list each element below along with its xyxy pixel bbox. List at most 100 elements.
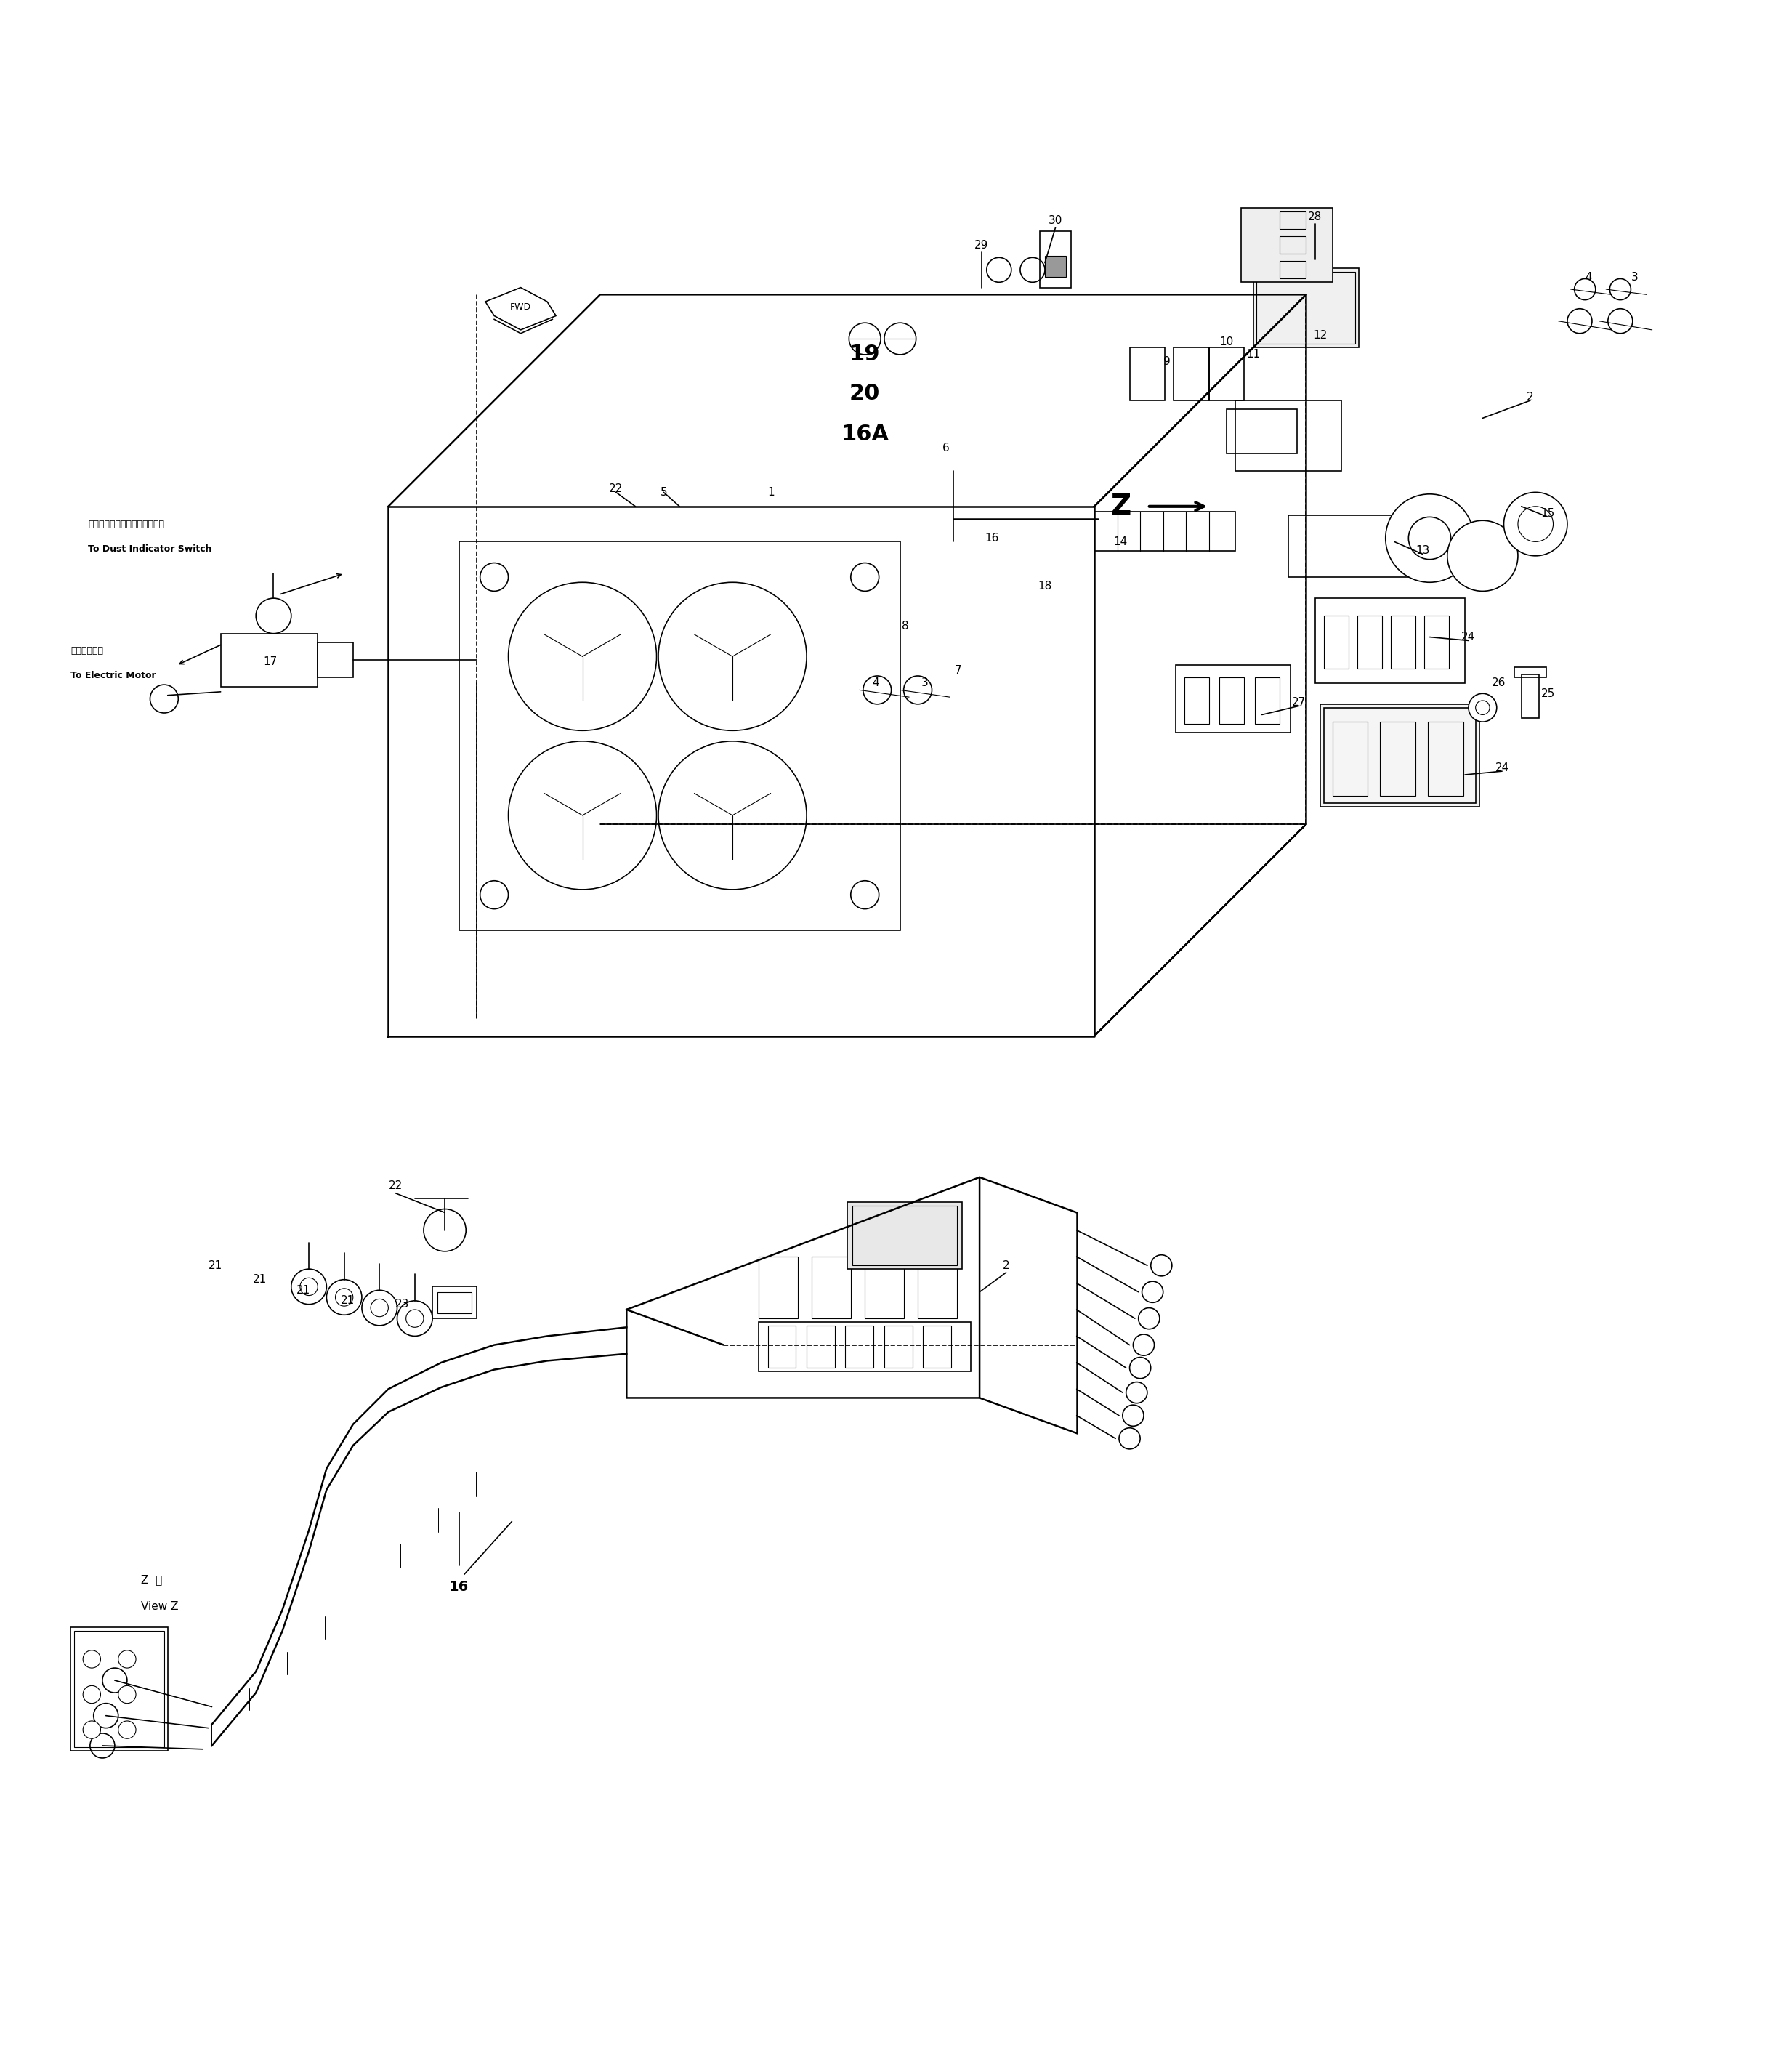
- Text: 16A: 16A: [840, 423, 890, 445]
- Text: 21: 21: [341, 1295, 355, 1305]
- Text: 2: 2: [1527, 392, 1534, 402]
- Bar: [1040, 230, 1071, 288]
- Bar: [807, 1326, 835, 1368]
- Bar: [438, 1293, 471, 1314]
- Circle shape: [94, 1703, 118, 1728]
- Bar: [71, 1627, 168, 1751]
- Text: 16: 16: [985, 533, 999, 543]
- Circle shape: [1123, 1405, 1144, 1426]
- Bar: [1357, 615, 1382, 669]
- Text: 15: 15: [1541, 508, 1555, 518]
- Bar: [1380, 721, 1416, 796]
- Text: 26: 26: [1491, 678, 1506, 688]
- Bar: [1333, 721, 1368, 796]
- Bar: [1324, 709, 1476, 804]
- Bar: [432, 1287, 477, 1318]
- Circle shape: [397, 1301, 432, 1336]
- Text: 14: 14: [1114, 537, 1128, 547]
- Bar: [768, 1326, 796, 1368]
- Text: 24: 24: [1461, 632, 1476, 642]
- Bar: [1424, 615, 1449, 669]
- Circle shape: [1504, 493, 1567, 555]
- Circle shape: [102, 1668, 127, 1693]
- Circle shape: [1608, 309, 1633, 334]
- Text: 21: 21: [252, 1274, 267, 1285]
- Circle shape: [406, 1310, 424, 1328]
- Circle shape: [849, 323, 881, 354]
- Circle shape: [1574, 278, 1596, 300]
- Circle shape: [1138, 1307, 1160, 1328]
- Circle shape: [1476, 700, 1490, 715]
- Circle shape: [1126, 1382, 1147, 1403]
- Text: 電動モータへ: 電動モータへ: [71, 646, 104, 657]
- Circle shape: [362, 1291, 397, 1326]
- Circle shape: [83, 1687, 101, 1703]
- Text: 19: 19: [849, 344, 881, 365]
- Text: 20: 20: [849, 383, 881, 404]
- Bar: [759, 1256, 798, 1318]
- Text: 3: 3: [1631, 271, 1638, 282]
- Text: 21: 21: [208, 1260, 222, 1270]
- Bar: [1241, 207, 1333, 282]
- Circle shape: [1133, 1334, 1154, 1355]
- Circle shape: [884, 323, 916, 354]
- Circle shape: [291, 1268, 327, 1305]
- Circle shape: [863, 675, 891, 704]
- Text: 16: 16: [448, 1579, 469, 1593]
- Circle shape: [1447, 520, 1518, 591]
- Text: 27: 27: [1292, 696, 1306, 709]
- Text: 6: 6: [943, 443, 950, 454]
- Text: 28: 28: [1308, 211, 1322, 222]
- Text: 8: 8: [902, 622, 909, 632]
- Bar: [1324, 615, 1348, 669]
- Text: 25: 25: [1541, 688, 1555, 698]
- Bar: [1320, 704, 1479, 806]
- Bar: [1280, 261, 1306, 278]
- Circle shape: [1408, 518, 1451, 559]
- Bar: [1255, 678, 1280, 723]
- Text: 1: 1: [768, 487, 775, 497]
- Circle shape: [256, 599, 291, 634]
- Bar: [812, 1256, 851, 1318]
- Text: 12: 12: [1313, 329, 1327, 340]
- Text: 10: 10: [1220, 338, 1234, 348]
- Bar: [918, 1256, 957, 1318]
- Bar: [221, 634, 318, 686]
- Circle shape: [1518, 506, 1553, 541]
- Text: 23: 23: [395, 1299, 409, 1310]
- Text: To Electric Motor: To Electric Motor: [71, 671, 155, 680]
- Text: 4: 4: [872, 678, 879, 688]
- Bar: [1209, 348, 1244, 400]
- Circle shape: [90, 1734, 115, 1757]
- Bar: [884, 1326, 913, 1368]
- Text: 22: 22: [609, 483, 623, 495]
- Bar: [1130, 348, 1165, 400]
- Text: FWD: FWD: [510, 303, 531, 311]
- Bar: [1288, 516, 1430, 576]
- Circle shape: [118, 1649, 136, 1668]
- Circle shape: [1386, 493, 1474, 582]
- Circle shape: [658, 742, 807, 889]
- Text: 21: 21: [297, 1285, 311, 1295]
- Circle shape: [83, 1722, 101, 1738]
- Text: 13: 13: [1416, 545, 1430, 555]
- Bar: [1184, 678, 1209, 723]
- Text: Z: Z: [1110, 493, 1131, 520]
- Bar: [1514, 667, 1546, 678]
- Bar: [847, 1202, 962, 1268]
- Bar: [459, 541, 900, 930]
- Circle shape: [904, 675, 932, 704]
- Circle shape: [508, 582, 657, 731]
- Circle shape: [83, 1649, 101, 1668]
- Text: 7: 7: [955, 665, 962, 675]
- Bar: [1174, 348, 1209, 400]
- Text: 2: 2: [1003, 1260, 1010, 1270]
- Circle shape: [851, 881, 879, 910]
- Bar: [1315, 599, 1465, 684]
- Circle shape: [1468, 694, 1497, 721]
- Bar: [845, 1326, 874, 1368]
- Bar: [1227, 410, 1297, 454]
- Text: Z  視: Z 視: [141, 1575, 162, 1585]
- Circle shape: [118, 1687, 136, 1703]
- Bar: [1428, 721, 1463, 796]
